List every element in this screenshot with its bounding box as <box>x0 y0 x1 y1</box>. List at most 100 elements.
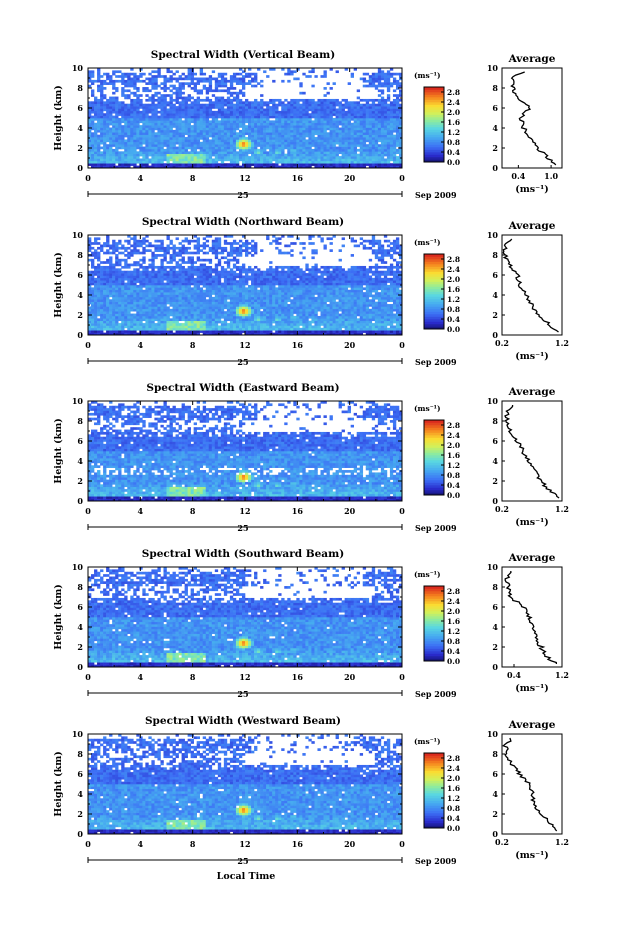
heatmap-cell <box>148 308 152 312</box>
heatmap-cell <box>220 77 225 81</box>
heatmap-cell <box>187 113 191 116</box>
heatmap-cell <box>317 115 321 119</box>
heatmap-cell <box>157 101 161 105</box>
heatmap-cell <box>232 87 237 90</box>
heatmap-cell <box>184 311 188 314</box>
heatmap-cell <box>335 148 339 152</box>
heatmap-cell <box>148 72 152 76</box>
heatmap-cell <box>248 122 252 126</box>
heatmap-cell <box>374 127 379 131</box>
heatmap-cell <box>202 106 207 109</box>
heatmap-cell <box>395 125 400 128</box>
heatmap-cell <box>193 265 197 269</box>
heatmap-cell <box>398 160 403 164</box>
heatmap-cell <box>145 301 149 305</box>
heatmap-cell <box>187 156 191 159</box>
heatmap-cell <box>124 289 128 293</box>
heatmap-cell <box>368 120 373 124</box>
heatmap-cell <box>208 308 213 312</box>
heatmap-cell <box>245 101 249 105</box>
heatmap-cell <box>166 139 170 143</box>
heatmap-cell <box>214 96 219 100</box>
heatmap-cell <box>199 141 204 145</box>
heatmap-cell <box>184 275 188 279</box>
heatmap-cell <box>130 306 134 310</box>
heatmap-cell <box>214 304 219 307</box>
heatmap-cell <box>284 118 288 121</box>
heatmap-cell <box>97 313 101 317</box>
heatmap-cell <box>160 254 164 257</box>
heatmap-cell <box>154 332 158 336</box>
heatmap-cell <box>196 141 201 145</box>
heatmap-cell <box>392 148 397 152</box>
heatmap-cell <box>154 156 158 159</box>
heatmap-cell <box>251 156 255 159</box>
heatmap-cell <box>317 125 321 128</box>
heatmap-cell <box>232 132 237 135</box>
heatmap-cell <box>353 146 358 150</box>
heatmap-cell <box>362 160 367 164</box>
heatmap-cell <box>323 70 327 74</box>
heatmap-cell <box>115 108 119 112</box>
heatmap-cell <box>257 134 261 138</box>
heatmap-cell <box>166 235 170 238</box>
heatmap-cell <box>302 144 306 147</box>
heatmap-cell <box>169 98 173 102</box>
heatmap-cell <box>299 134 303 138</box>
heatmap-cell <box>139 292 143 295</box>
heatmap-cell <box>154 84 158 88</box>
heatmap-cell <box>205 299 210 302</box>
heatmap-cell <box>148 292 152 295</box>
heatmap-cell <box>172 139 176 143</box>
heatmap-cell <box>263 134 267 138</box>
heatmap-cell <box>383 165 388 169</box>
heatmap-cell <box>208 113 213 116</box>
heatmap-cell <box>97 254 101 257</box>
heatmap-cell <box>109 261 113 264</box>
heatmap-cell <box>266 165 270 169</box>
heatmap-cell <box>112 282 116 286</box>
heatmap-cell <box>196 280 201 283</box>
heatmap-cell <box>257 153 261 157</box>
heatmap-cell <box>290 101 294 105</box>
heatmap-cell <box>211 251 216 255</box>
heatmap-cell <box>106 323 110 326</box>
heatmap-cell <box>275 144 279 147</box>
heatmap-cell <box>127 239 131 243</box>
heatmap-cell <box>217 103 222 107</box>
heatmap-cell <box>190 115 194 119</box>
heatmap-cell <box>148 313 152 317</box>
heatmap-cell <box>145 235 149 238</box>
heatmap-cell <box>305 153 309 157</box>
heatmap-cell <box>103 320 107 324</box>
heatmap-cell <box>208 292 213 295</box>
heatmap-cell <box>214 122 219 126</box>
heatmap-cell <box>356 101 361 105</box>
heatmap-cell <box>196 292 201 295</box>
heatmap-cell <box>88 296 92 300</box>
heatmap-cell <box>190 296 194 300</box>
heatmap-cell <box>106 113 110 116</box>
heatmap-cell <box>374 72 379 76</box>
heatmap-cell <box>184 246 188 250</box>
heatmap-cell <box>109 75 113 78</box>
heatmap-cell <box>196 137 201 140</box>
heatmap-cell <box>166 151 170 155</box>
heatmap-cell <box>106 332 110 336</box>
heatmap-cell <box>229 141 234 145</box>
heatmap-cell <box>184 270 188 274</box>
heatmap-cell <box>193 301 197 305</box>
heatmap-cell <box>238 98 243 102</box>
heatmap-cell <box>202 146 207 150</box>
heatmap-cell <box>371 146 376 150</box>
heatmap-cell <box>121 156 125 159</box>
heatmap-cell <box>103 151 107 155</box>
heatmap-cell <box>241 87 246 90</box>
heatmap-cell <box>145 153 149 157</box>
heatmap-cell <box>175 77 179 81</box>
heatmap-cell <box>142 265 146 269</box>
heatmap-cell <box>181 277 185 281</box>
heatmap-cell <box>202 160 207 164</box>
heatmap-cell <box>254 103 258 107</box>
heatmap-cell <box>193 287 197 291</box>
